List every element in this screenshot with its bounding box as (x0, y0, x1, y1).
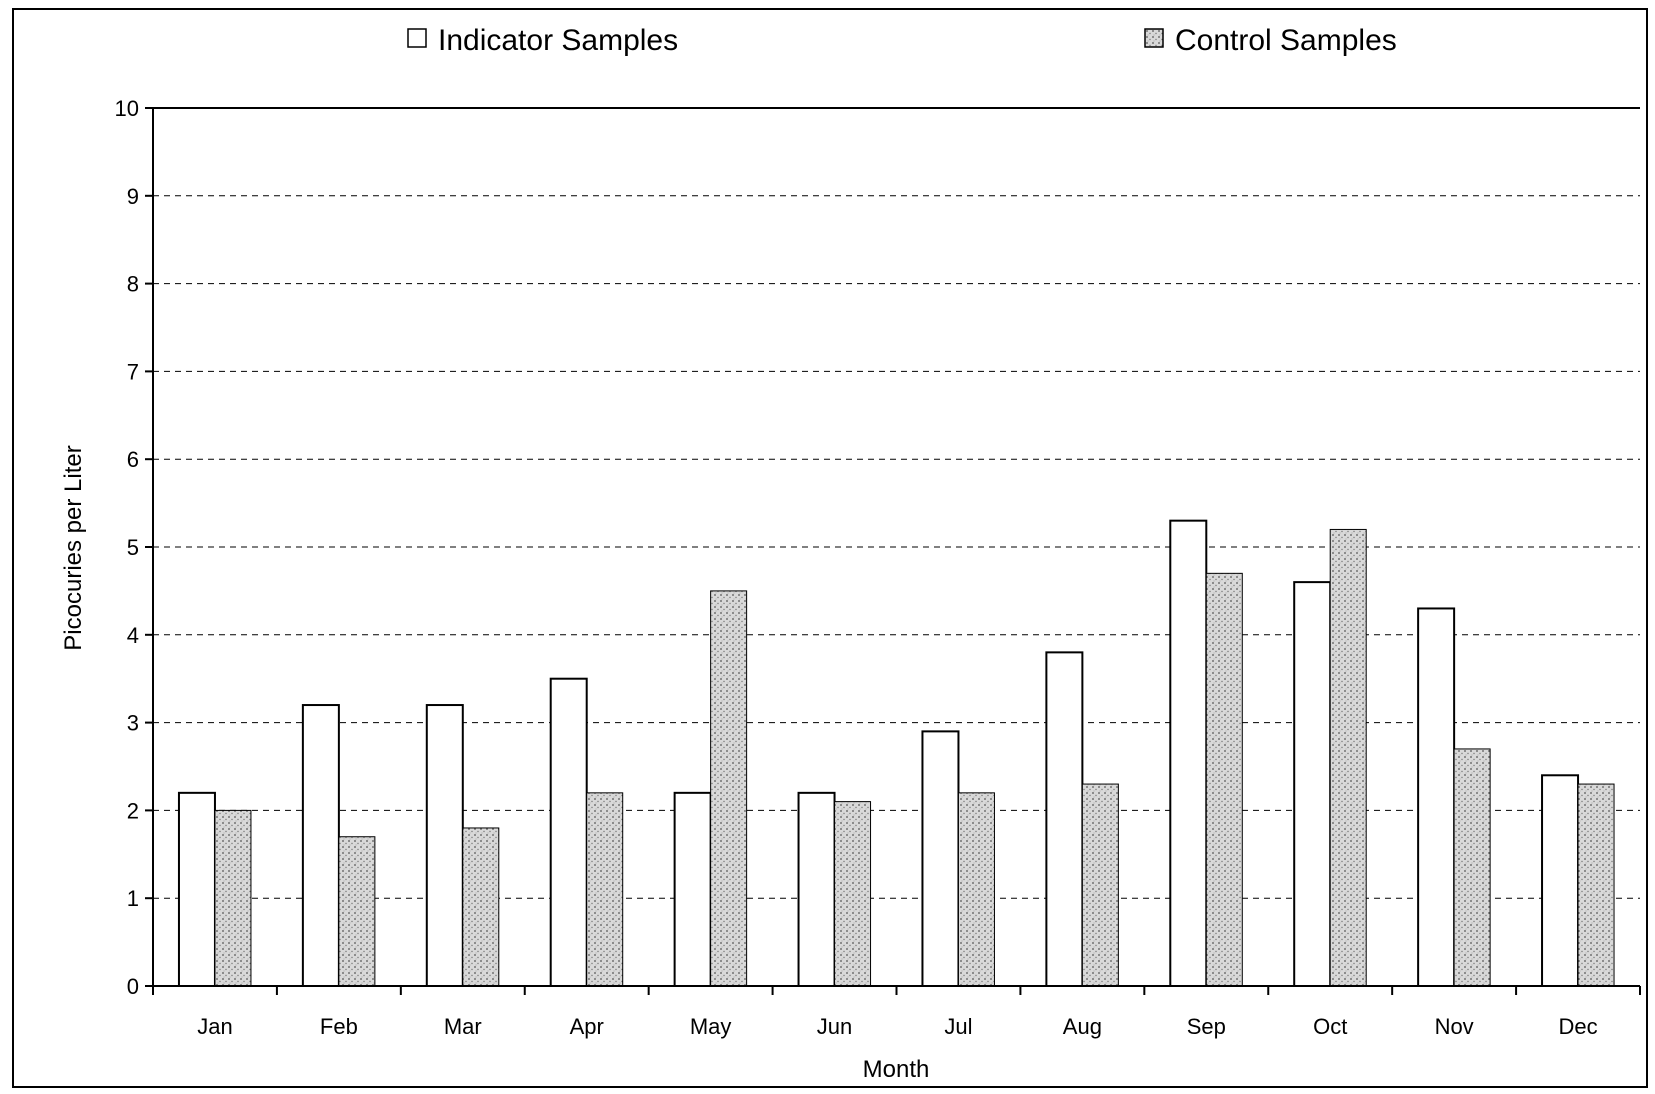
bars (177, 519, 1615, 988)
y-tick-label: 3 (127, 711, 139, 736)
axes (145, 107, 1641, 995)
x-axis-title: Month (863, 1056, 930, 1083)
y-tick-label: 8 (127, 272, 139, 297)
gridlines (153, 195, 1640, 899)
bar-indicator (425, 704, 464, 987)
bar-control (1577, 783, 1615, 987)
legend-swatch-indicator (407, 28, 427, 48)
bar-indicator (1417, 607, 1456, 988)
legend-swatch-control (1144, 28, 1164, 48)
y-tick-label: 2 (127, 798, 139, 823)
legend: Indicator Samples Control Samples (407, 24, 1397, 57)
bar-indicator (673, 791, 712, 988)
x-tick-label: Sep (1187, 1014, 1226, 1039)
bar-control (710, 590, 748, 987)
bar-indicator (797, 791, 836, 988)
y-tick-label: 5 (127, 535, 139, 560)
y-tick-labels: 0 1 2 3 4 5 6 7 8 9 10 (115, 96, 139, 999)
bar-control (1329, 528, 1367, 987)
x-tick-label: May (690, 1014, 732, 1039)
bar-control (338, 836, 376, 987)
bar-control (957, 792, 995, 987)
bar-indicator (1293, 581, 1332, 987)
y-tick-label: 9 (127, 184, 139, 209)
bar-indicator (1541, 774, 1580, 988)
bar-indicator (177, 791, 216, 988)
x-tick-label: Aug (1063, 1014, 1102, 1039)
x-tick-labels: Jan Feb Mar Apr May Jun Jul Aug Sep Oct Nov Dec (197, 1014, 1597, 1039)
y-tick-label: 6 (127, 447, 139, 472)
x-tick-label: Jun (817, 1014, 852, 1039)
x-tick-label: Nov (1435, 1014, 1474, 1039)
legend-label-control: Control Samples (1175, 24, 1397, 57)
y-tick-label: 10 (115, 96, 139, 121)
y-axis-title: Picocuries per Liter (60, 445, 87, 650)
x-tick-label: Dec (1558, 1014, 1597, 1039)
y-tick-label: 7 (127, 359, 139, 384)
x-tick-label: Feb (320, 1014, 358, 1039)
x-tick-label: Jan (197, 1014, 232, 1039)
bar-indicator (1169, 519, 1208, 987)
bar-control (586, 792, 624, 987)
x-tick-label: Oct (1313, 1014, 1347, 1039)
bar-indicator (549, 677, 588, 987)
bar-control (214, 809, 252, 987)
bar-indicator (301, 704, 340, 987)
bar-control (1453, 748, 1491, 987)
bar-control (1081, 783, 1119, 987)
x-tick-label: Apr (570, 1014, 604, 1039)
bar-indicator (1045, 651, 1084, 987)
x-tick-label: Mar (444, 1014, 482, 1039)
y-tick-label: 4 (127, 623, 139, 648)
y-tick-label: 1 (127, 886, 139, 911)
bar-control (834, 801, 872, 987)
x-tick-label: Jul (944, 1014, 972, 1039)
bar-indicator (921, 730, 960, 987)
bar-control (1205, 572, 1243, 987)
bar-control (462, 827, 500, 987)
legend-label-indicator: Indicator Samples (438, 24, 678, 57)
y-tick-label: 0 (127, 974, 139, 999)
